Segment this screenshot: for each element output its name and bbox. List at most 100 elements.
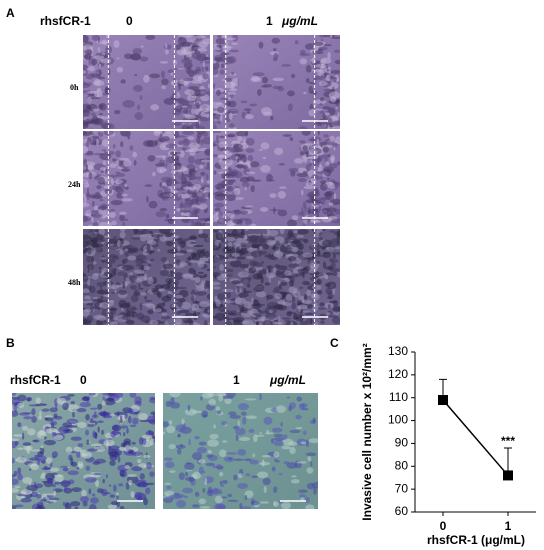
cell bbox=[231, 280, 242, 285]
cell bbox=[195, 69, 201, 72]
cell bbox=[97, 47, 101, 52]
cell bbox=[102, 478, 105, 484]
cell bbox=[103, 439, 115, 447]
cell bbox=[12, 505, 17, 509]
cell bbox=[132, 151, 138, 158]
cell bbox=[87, 224, 93, 226]
cell bbox=[145, 487, 151, 495]
cell bbox=[117, 455, 121, 463]
cell bbox=[152, 435, 155, 439]
cell bbox=[137, 481, 149, 488]
cell bbox=[177, 434, 182, 438]
cell bbox=[332, 253, 336, 259]
cell bbox=[216, 410, 222, 415]
cell bbox=[146, 195, 149, 203]
cell bbox=[286, 90, 295, 97]
cell bbox=[311, 303, 319, 312]
cell bbox=[94, 192, 100, 197]
cell bbox=[245, 171, 256, 175]
cell bbox=[122, 221, 126, 226]
cell bbox=[116, 492, 119, 496]
cell bbox=[213, 47, 221, 51]
unit-label: μg/mL bbox=[269, 373, 306, 387]
cell bbox=[90, 497, 99, 504]
cell bbox=[297, 305, 302, 313]
cell bbox=[306, 282, 311, 286]
cell bbox=[54, 474, 64, 483]
cell bbox=[139, 292, 147, 296]
cell bbox=[119, 415, 123, 420]
cell bbox=[291, 475, 297, 478]
cell bbox=[208, 398, 216, 406]
cell bbox=[237, 420, 240, 427]
cell bbox=[143, 454, 151, 459]
cell bbox=[322, 239, 332, 248]
cell bbox=[302, 310, 311, 313]
cell bbox=[278, 315, 281, 322]
cell bbox=[133, 84, 143, 92]
cell bbox=[99, 302, 111, 309]
cell bbox=[109, 494, 116, 498]
cell bbox=[118, 446, 127, 451]
cell bbox=[129, 53, 142, 61]
cell bbox=[275, 405, 286, 413]
cell bbox=[188, 142, 200, 150]
cell bbox=[100, 121, 110, 129]
cell bbox=[303, 430, 307, 436]
cell bbox=[88, 66, 95, 72]
cell bbox=[223, 52, 231, 55]
cell bbox=[97, 488, 104, 494]
cell bbox=[85, 414, 90, 421]
cell bbox=[178, 309, 190, 314]
cell bbox=[326, 207, 337, 213]
cell bbox=[129, 284, 138, 290]
cell bbox=[324, 192, 333, 200]
cell bbox=[194, 168, 198, 171]
cell bbox=[123, 431, 126, 437]
cell bbox=[207, 439, 219, 447]
cell bbox=[96, 138, 99, 147]
cell bbox=[261, 260, 264, 264]
cell bbox=[330, 36, 340, 40]
cell bbox=[168, 420, 173, 425]
cell bbox=[262, 477, 271, 486]
cell bbox=[176, 301, 183, 307]
cell bbox=[175, 294, 184, 299]
cell bbox=[181, 216, 191, 224]
cell bbox=[215, 37, 227, 45]
cell bbox=[89, 503, 97, 509]
cell bbox=[237, 482, 249, 489]
cell bbox=[17, 447, 24, 450]
cell bbox=[124, 251, 129, 257]
cell bbox=[176, 499, 187, 508]
cell bbox=[309, 219, 320, 222]
cell bbox=[73, 446, 82, 452]
cell bbox=[21, 426, 29, 431]
cell bbox=[85, 465, 91, 471]
cell bbox=[219, 97, 227, 101]
cell bbox=[88, 229, 95, 236]
cell bbox=[204, 283, 207, 291]
cell bbox=[330, 261, 336, 269]
cell bbox=[317, 69, 323, 77]
cell bbox=[252, 453, 256, 458]
dose-label: 1 bbox=[233, 373, 240, 387]
cell bbox=[154, 284, 164, 290]
cell bbox=[300, 49, 306, 55]
cell bbox=[147, 276, 154, 285]
cell bbox=[236, 285, 240, 294]
cell bbox=[164, 320, 169, 325]
cell bbox=[42, 403, 47, 406]
dose-label: 1 bbox=[266, 14, 273, 28]
cell bbox=[193, 244, 204, 248]
cell bbox=[127, 255, 137, 261]
cell bbox=[307, 209, 319, 215]
cell bbox=[84, 197, 87, 205]
cell bbox=[205, 284, 210, 290]
cell bbox=[123, 276, 127, 282]
cell bbox=[249, 459, 259, 465]
cell bbox=[317, 48, 323, 51]
x-tick-label: 0 bbox=[440, 519, 447, 533]
cell bbox=[150, 104, 160, 111]
cell bbox=[83, 70, 87, 74]
